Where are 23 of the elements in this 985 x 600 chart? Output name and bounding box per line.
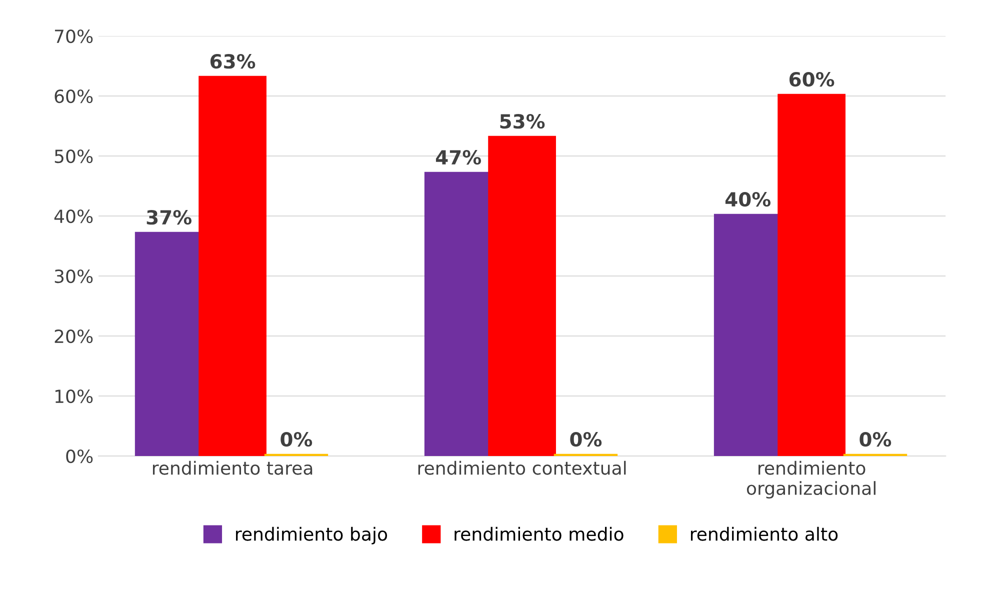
y-tick-label: 0% bbox=[66, 449, 93, 464]
data-label: 63% bbox=[210, 54, 256, 69]
legend-label: rendimiento medio bbox=[454, 526, 624, 541]
x-tick-label: rendimiento contextual bbox=[418, 460, 626, 475]
y-tick-label: 10% bbox=[55, 389, 93, 404]
data-label: 60% bbox=[789, 72, 834, 87]
data-label: 0% bbox=[860, 432, 892, 447]
y-tick-label: 20% bbox=[54, 329, 93, 344]
data-label: 0% bbox=[570, 432, 602, 447]
x-tick-label: rendimiento tarea bbox=[152, 460, 312, 475]
data-label: 47% bbox=[436, 150, 482, 165]
y-tick-label: 60% bbox=[54, 89, 93, 104]
y-tick-label: 70% bbox=[54, 29, 93, 44]
y-tick-label: 40% bbox=[54, 209, 93, 224]
x-tick-label: rendimiento organizacional bbox=[746, 460, 876, 499]
data-label: 40% bbox=[725, 192, 771, 207]
y-tick-label: 50% bbox=[54, 149, 93, 164]
legend-label: rendimiento alto bbox=[690, 526, 838, 541]
y-tick-label: 30% bbox=[54, 269, 93, 284]
data-label: 37% bbox=[146, 210, 192, 225]
data-label: 53% bbox=[500, 114, 545, 129]
data-label: 0% bbox=[280, 432, 312, 447]
legend-label: rendimiento bajo bbox=[236, 526, 388, 544]
